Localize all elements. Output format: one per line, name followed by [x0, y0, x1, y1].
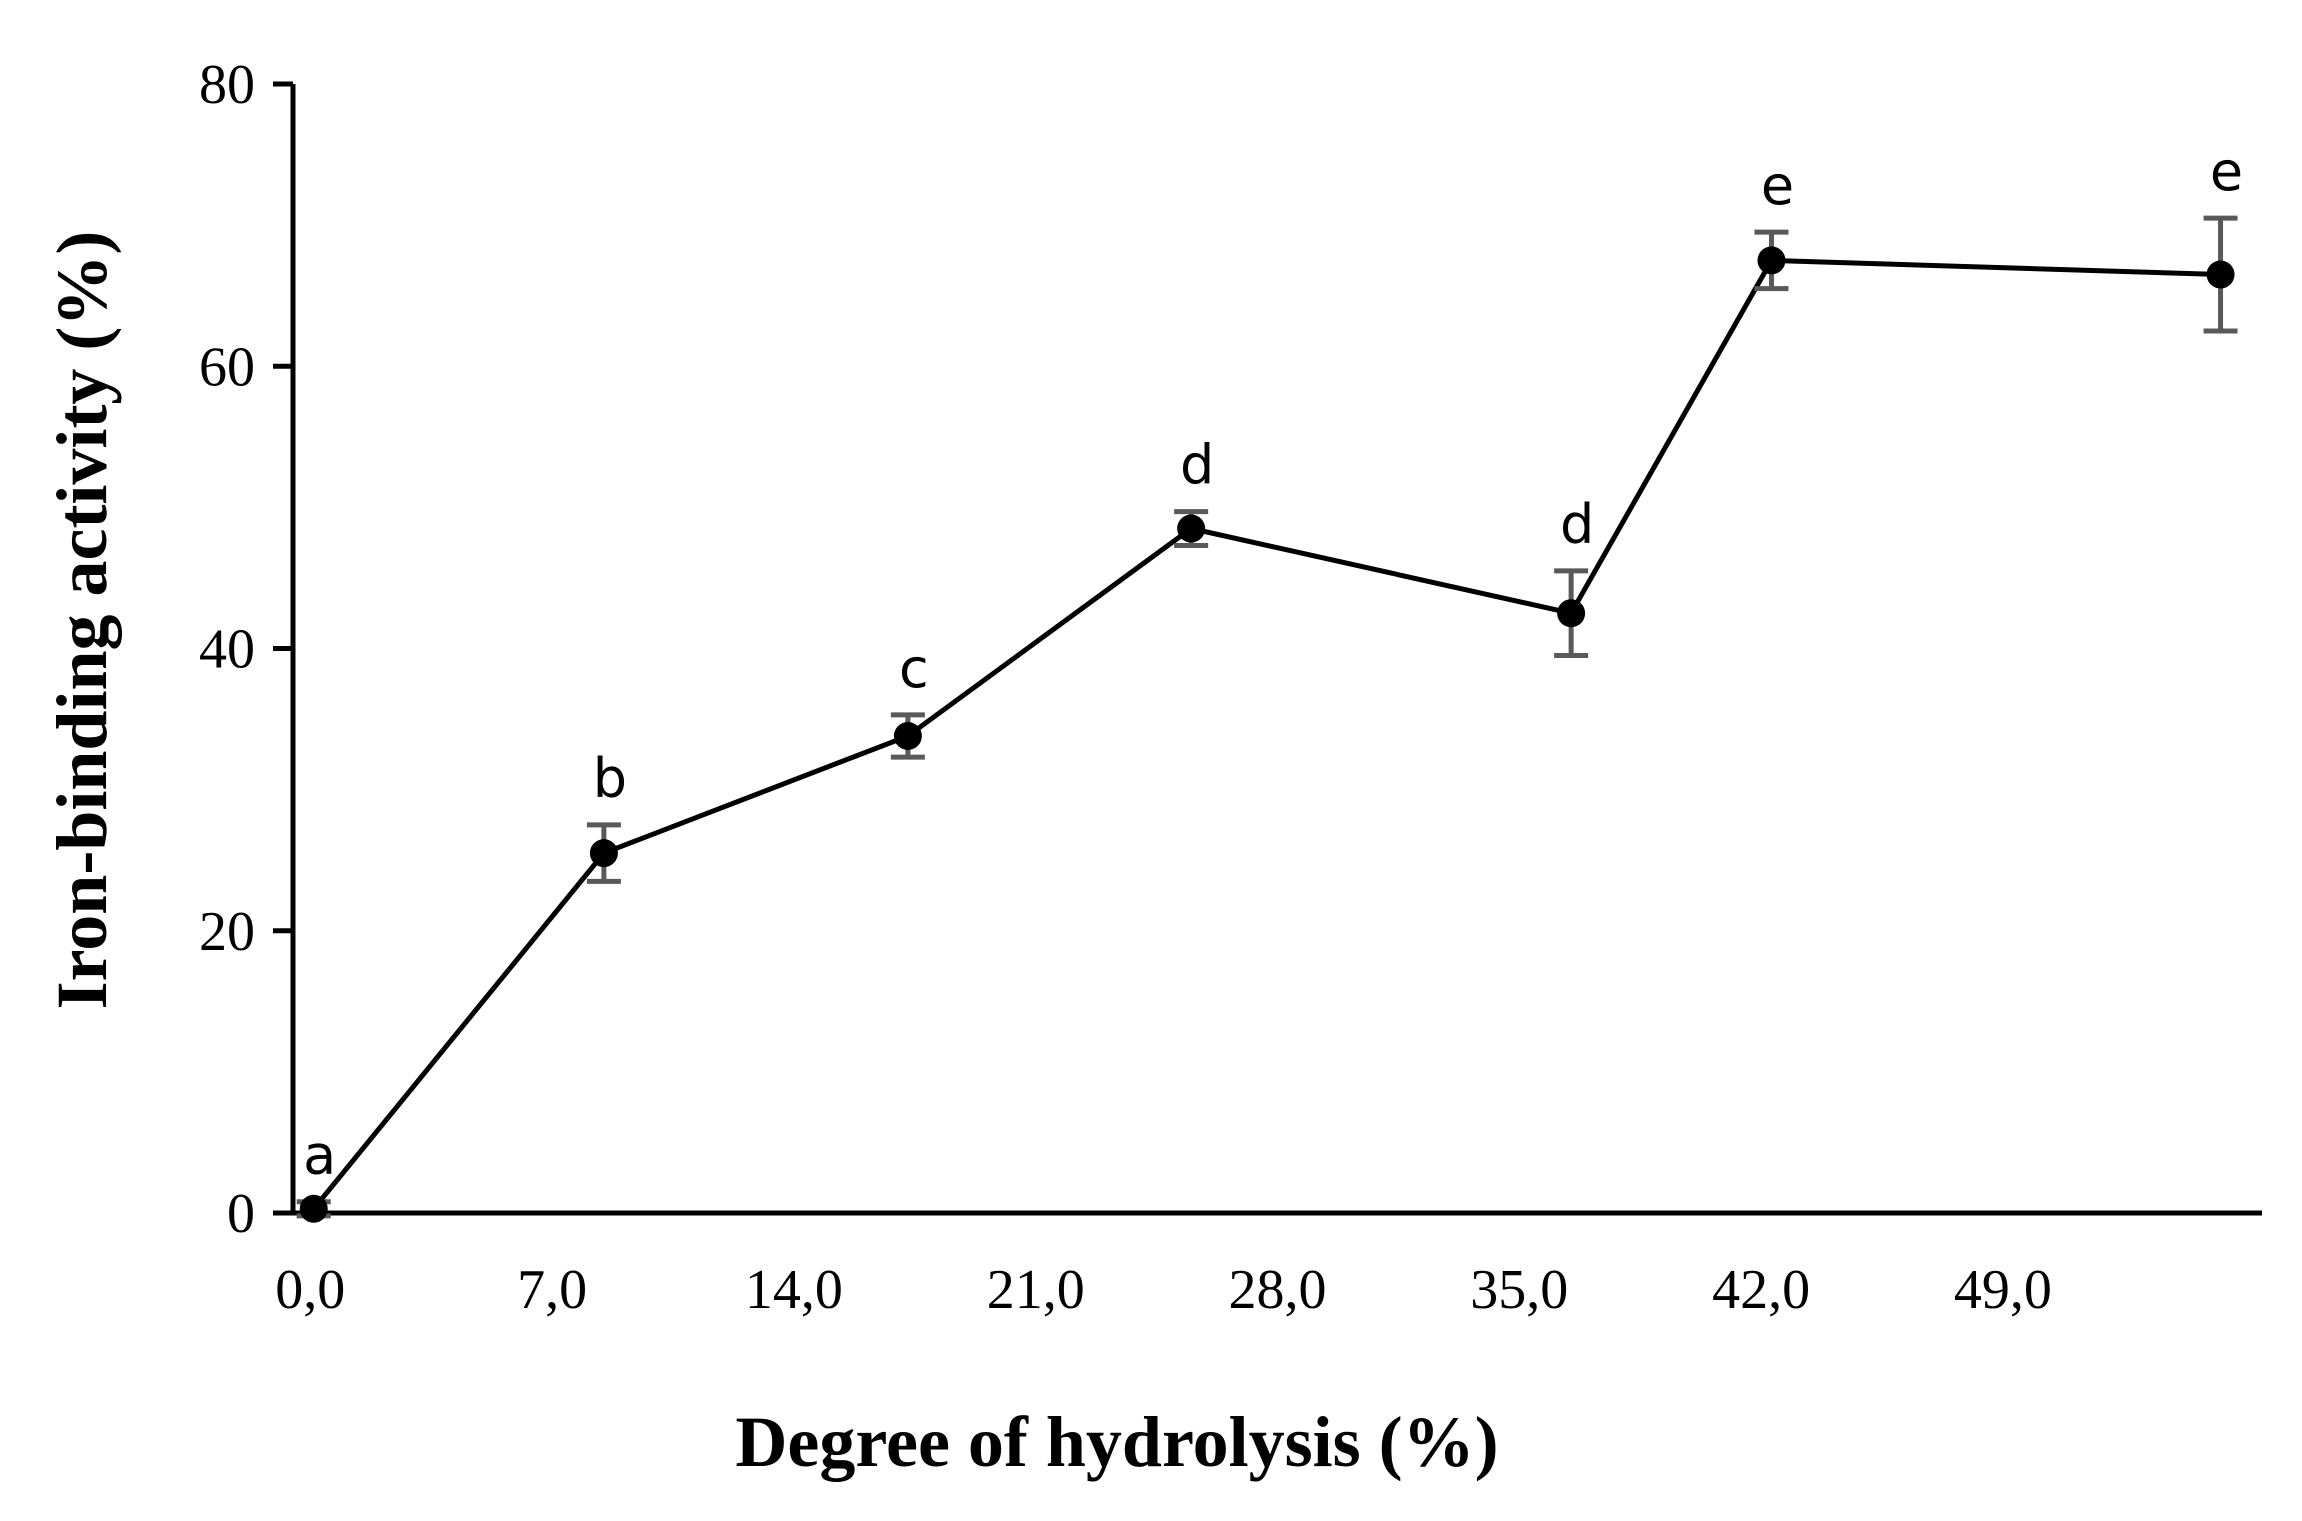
data-label: d [1560, 493, 1594, 556]
x-tick-label: 42,0 [1712, 1259, 1810, 1321]
data-label: c [899, 637, 929, 700]
y-tick-label: 60 [199, 336, 255, 398]
x-axis-title: Degree of hydrolysis (%) [735, 1402, 1498, 1482]
series: a b c d d e e [296, 140, 2243, 1223]
data-label: a [303, 1124, 336, 1187]
y-tick-label: 40 [199, 619, 255, 681]
data-point [299, 1194, 328, 1223]
x-tick-label: 0,0 [275, 1259, 345, 1321]
data-point [1757, 246, 1786, 275]
x-tick-label: 7,0 [517, 1259, 587, 1321]
data-label: b [593, 747, 627, 810]
axes [290, 84, 2262, 1216]
y-tick-label: 80 [199, 54, 255, 116]
ticks: 0 20 40 60 80 0,0 7,0 14,0 21,0 28,0 35,0 42,0 49,0 [199, 54, 2052, 1321]
x-tick-label: 49,0 [1954, 1259, 2052, 1321]
data-point [893, 721, 922, 750]
data-point [2206, 260, 2235, 289]
data-point [589, 839, 618, 868]
series-line [311, 257, 2221, 1211]
data-label: e [1761, 154, 1794, 217]
data-label: d [1180, 434, 1214, 497]
x-tick-label: 28,0 [1229, 1259, 1327, 1321]
y-tick-label: 20 [199, 901, 255, 963]
x-tick-label: 21,0 [987, 1259, 1085, 1321]
x-tick-label: 35,0 [1470, 1259, 1568, 1321]
y-tick-label: 0 [227, 1183, 255, 1245]
y-axis-title: Iron-binding activity (%) [42, 231, 122, 1010]
data-point [1177, 514, 1206, 543]
data-label: e [2210, 140, 2243, 203]
x-tick-label: 14,0 [745, 1259, 843, 1321]
data-point [1557, 599, 1586, 628]
